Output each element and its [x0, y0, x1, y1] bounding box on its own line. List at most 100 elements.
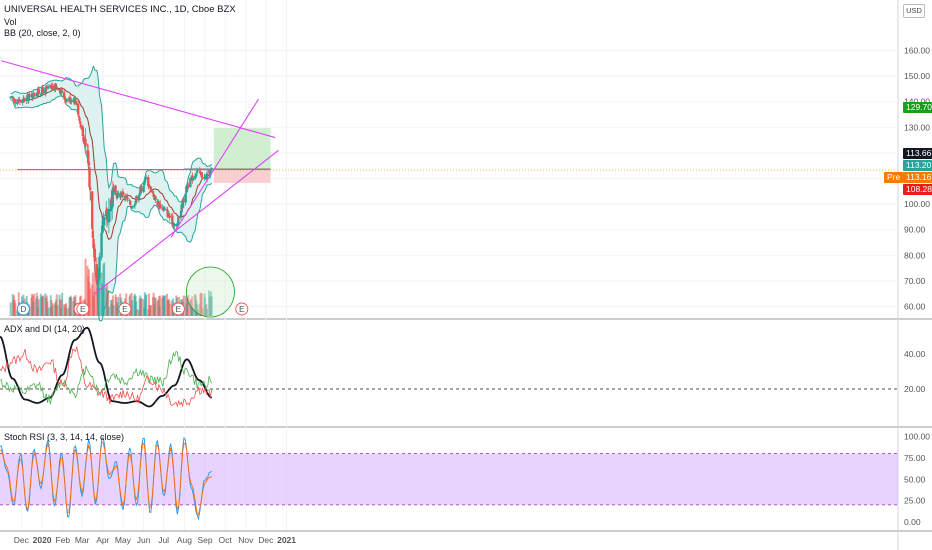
candle-body — [63, 97, 66, 101]
volume-bar — [89, 288, 92, 316]
x-tick-label: Mar — [75, 535, 90, 545]
volume-bar — [200, 293, 203, 316]
candle-body — [74, 98, 77, 100]
volume-bar — [210, 296, 213, 316]
candle-body — [77, 115, 81, 117]
currency-button[interactable]: USD — [903, 4, 925, 18]
event-marker-icon — [76, 302, 90, 316]
x-tick-label: Feb — [55, 535, 70, 545]
event-marker-label: E — [80, 304, 86, 314]
candle-body — [34, 95, 38, 97]
candle-body — [143, 181, 146, 185]
stoch-legend[interactable]: Stoch RSI (3, 3, 14, 14, close) — [4, 432, 125, 442]
volume-bar — [70, 297, 73, 316]
stoch-band — [0, 453, 898, 505]
candle-body — [189, 178, 193, 180]
candle-body — [64, 101, 68, 103]
candle-body — [189, 177, 192, 188]
candle-body — [159, 203, 162, 209]
candle-body — [200, 172, 203, 178]
candle-body — [167, 213, 171, 217]
candle-body — [32, 92, 36, 96]
volume-bar — [149, 305, 152, 316]
candle-body — [101, 220, 105, 225]
stop-price-tag: 108.28 — [903, 184, 932, 195]
candle-body — [39, 93, 42, 95]
candle-body — [149, 186, 152, 188]
volume-bar — [131, 300, 134, 316]
candle-body — [171, 215, 174, 224]
volume-bar — [159, 295, 162, 316]
candle-body — [186, 185, 189, 190]
candle-body — [13, 100, 16, 103]
volume-bar — [206, 309, 209, 316]
candle-body — [149, 187, 153, 193]
candle-body — [185, 186, 188, 193]
stoch-y-tick-label: 25.00 — [904, 496, 926, 506]
candle-body — [107, 208, 111, 223]
candle-body — [129, 201, 132, 206]
volume-bar — [33, 293, 36, 316]
candle-body — [42, 90, 45, 94]
bb-legend[interactable]: BB (20, close, 2, 0) — [4, 28, 81, 38]
candle-body — [177, 216, 180, 225]
volume-bar — [103, 262, 106, 316]
candle-body — [90, 191, 94, 229]
x-tick-label: 2021 — [277, 535, 296, 545]
volume-bar — [129, 294, 132, 316]
x-tick-label: Dec — [14, 535, 30, 545]
adx-y-tick-label: 40.00 — [904, 349, 926, 359]
candle-body — [114, 185, 117, 193]
candle-body — [134, 200, 137, 205]
candle-body — [205, 173, 209, 179]
x-tick-label: Dec — [258, 535, 274, 545]
candle-body — [154, 196, 157, 200]
vol-legend[interactable]: Vol — [4, 17, 17, 27]
candle-body — [109, 199, 113, 212]
candle-body — [11, 96, 14, 98]
close-price-tag: 113.20 — [903, 160, 932, 171]
adx-y-tick-label: 20.00 — [904, 384, 926, 394]
candle-body — [163, 208, 167, 210]
volume-bar — [135, 309, 138, 316]
candle-body — [137, 195, 141, 200]
symbol-title[interactable]: UNIVERSAL HEALTH SERVICES INC., 1D, Cboe… — [4, 4, 236, 15]
candle-body — [40, 94, 43, 96]
candle-body — [125, 195, 128, 199]
stoch-y-tick-label: 50.00 — [904, 474, 926, 484]
x-tick-label: Apr — [96, 535, 109, 545]
volume-bar — [117, 296, 120, 316]
stoch-y-tick-label: 100.00 — [904, 432, 930, 442]
volume-bar — [61, 292, 64, 316]
candle-body — [22, 98, 26, 100]
volume-bar — [168, 303, 171, 316]
event-marker-icon — [16, 302, 30, 316]
candle-body — [100, 226, 104, 234]
candle-body — [199, 171, 202, 174]
candle-body — [67, 99, 70, 101]
volume-bar — [147, 293, 150, 316]
candle-body — [41, 87, 44, 91]
candle-body — [21, 99, 24, 103]
candle-body — [175, 223, 179, 226]
candle-body — [23, 99, 26, 102]
volume-bar — [163, 295, 166, 316]
volume-bar — [42, 295, 45, 316]
event-marker-label: E — [122, 304, 128, 314]
event-marker-icon — [235, 302, 249, 316]
volume-bar — [201, 308, 204, 316]
candle-body — [194, 175, 197, 177]
candle-body — [138, 193, 141, 196]
candle-body — [151, 190, 155, 194]
adx-legend[interactable]: ADX and DI (14, 20) — [4, 324, 86, 334]
volume-bar — [196, 308, 199, 316]
volume-bar — [192, 307, 195, 316]
volume-bar — [140, 298, 143, 316]
ascending-trendline — [94, 149, 279, 295]
candle-body — [30, 93, 34, 98]
candle-body — [152, 193, 155, 197]
candle-body — [143, 179, 147, 183]
candle-body — [56, 88, 59, 90]
candle-body — [121, 191, 125, 196]
